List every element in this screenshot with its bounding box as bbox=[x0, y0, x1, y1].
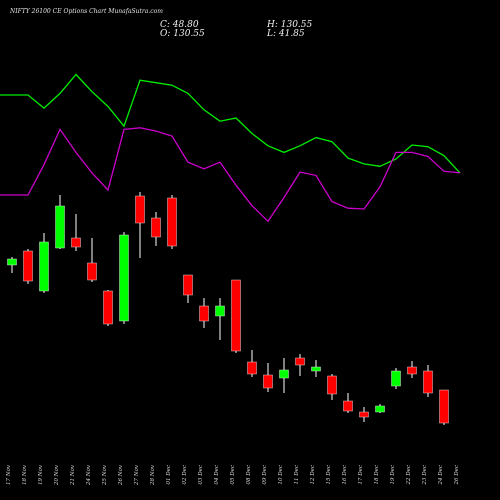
candle-body bbox=[343, 400, 353, 412]
candle-body bbox=[7, 258, 17, 266]
candle-body bbox=[135, 195, 145, 224]
candle-body bbox=[39, 241, 49, 292]
x-tick-label: 17 Nov bbox=[6, 464, 12, 485]
candle-body bbox=[167, 197, 177, 247]
x-tick-label: 05 Dec bbox=[230, 465, 236, 485]
candle-body bbox=[87, 262, 97, 281]
x-tick-label: 10 Dec bbox=[278, 465, 284, 485]
x-tick-label: 25 Nov bbox=[102, 464, 108, 486]
x-tick-label: 26 Nov bbox=[118, 464, 124, 486]
candle-body bbox=[407, 366, 417, 375]
candle-body bbox=[119, 234, 129, 322]
candle-body bbox=[199, 305, 209, 322]
x-tick-label: 24 Dec bbox=[438, 465, 444, 486]
candle-body bbox=[71, 237, 81, 248]
close-value: C: 48.80 bbox=[160, 20, 199, 30]
x-tick-label: 09 Dec bbox=[262, 465, 268, 485]
candle-body bbox=[215, 305, 225, 317]
chart-title: NIFTY 26100 CE Options Chart MunafaSutra… bbox=[10, 8, 163, 15]
open-value: O: 130.55 bbox=[160, 29, 205, 39]
candle-body bbox=[327, 375, 337, 395]
candle-body bbox=[423, 370, 433, 394]
candle-body bbox=[23, 250, 33, 282]
high-value: H: 130.55 bbox=[267, 20, 313, 30]
candle-body bbox=[295, 357, 305, 366]
x-tick-label: 18 Dec bbox=[374, 465, 380, 485]
x-tick-label: 24 Nov bbox=[86, 464, 92, 486]
candle-body bbox=[375, 405, 385, 413]
x-tick-label: 19 Nov bbox=[38, 464, 44, 485]
candle-body bbox=[231, 279, 241, 352]
candle-body bbox=[279, 369, 289, 379]
candle-body bbox=[151, 217, 161, 238]
x-tick-label: 08 Dec bbox=[246, 465, 252, 485]
x-tick-label: 28 Nov bbox=[150, 464, 156, 486]
x-tick-label: 04 Dec bbox=[214, 465, 220, 485]
low-value: L: 41.85 bbox=[267, 29, 305, 39]
x-tick-label: 21 Nov bbox=[70, 464, 76, 486]
x-tick-label: 03 Dec bbox=[198, 465, 204, 485]
x-tick-label: 01 Dec bbox=[166, 465, 172, 485]
x-tick-label: 20 Nov bbox=[54, 464, 60, 486]
slow-line-series bbox=[0, 127, 461, 223]
candle-body bbox=[359, 411, 369, 418]
fast-line-series bbox=[0, 73, 461, 174]
x-tick-label: 26 Dec bbox=[454, 465, 460, 486]
x-tick-label: 02 Dec bbox=[182, 465, 188, 485]
x-tick-label: 22 Dec bbox=[406, 465, 412, 486]
candle-body bbox=[439, 389, 449, 424]
candle-body bbox=[311, 366, 321, 372]
x-tick-label: 18 Nov bbox=[22, 464, 28, 485]
x-tick-label: 23 Dec bbox=[422, 465, 428, 486]
candle-body bbox=[103, 290, 113, 325]
x-tick-label: 15 Dec bbox=[326, 465, 332, 485]
candle-body bbox=[263, 374, 273, 389]
candle-body bbox=[247, 361, 257, 375]
x-tick-label: 12 Dec bbox=[310, 465, 316, 485]
x-tick-label: 17 Dec bbox=[358, 465, 364, 485]
x-tick-label: 19 Dec bbox=[390, 465, 396, 485]
x-tick-label: 16 Dec bbox=[342, 465, 348, 485]
candle-body bbox=[391, 370, 401, 387]
candle-body bbox=[183, 274, 193, 296]
candle-body bbox=[55, 205, 65, 249]
x-tick-label: 27 Nov bbox=[134, 464, 140, 486]
x-tick-label: 11 Dec bbox=[294, 465, 300, 485]
